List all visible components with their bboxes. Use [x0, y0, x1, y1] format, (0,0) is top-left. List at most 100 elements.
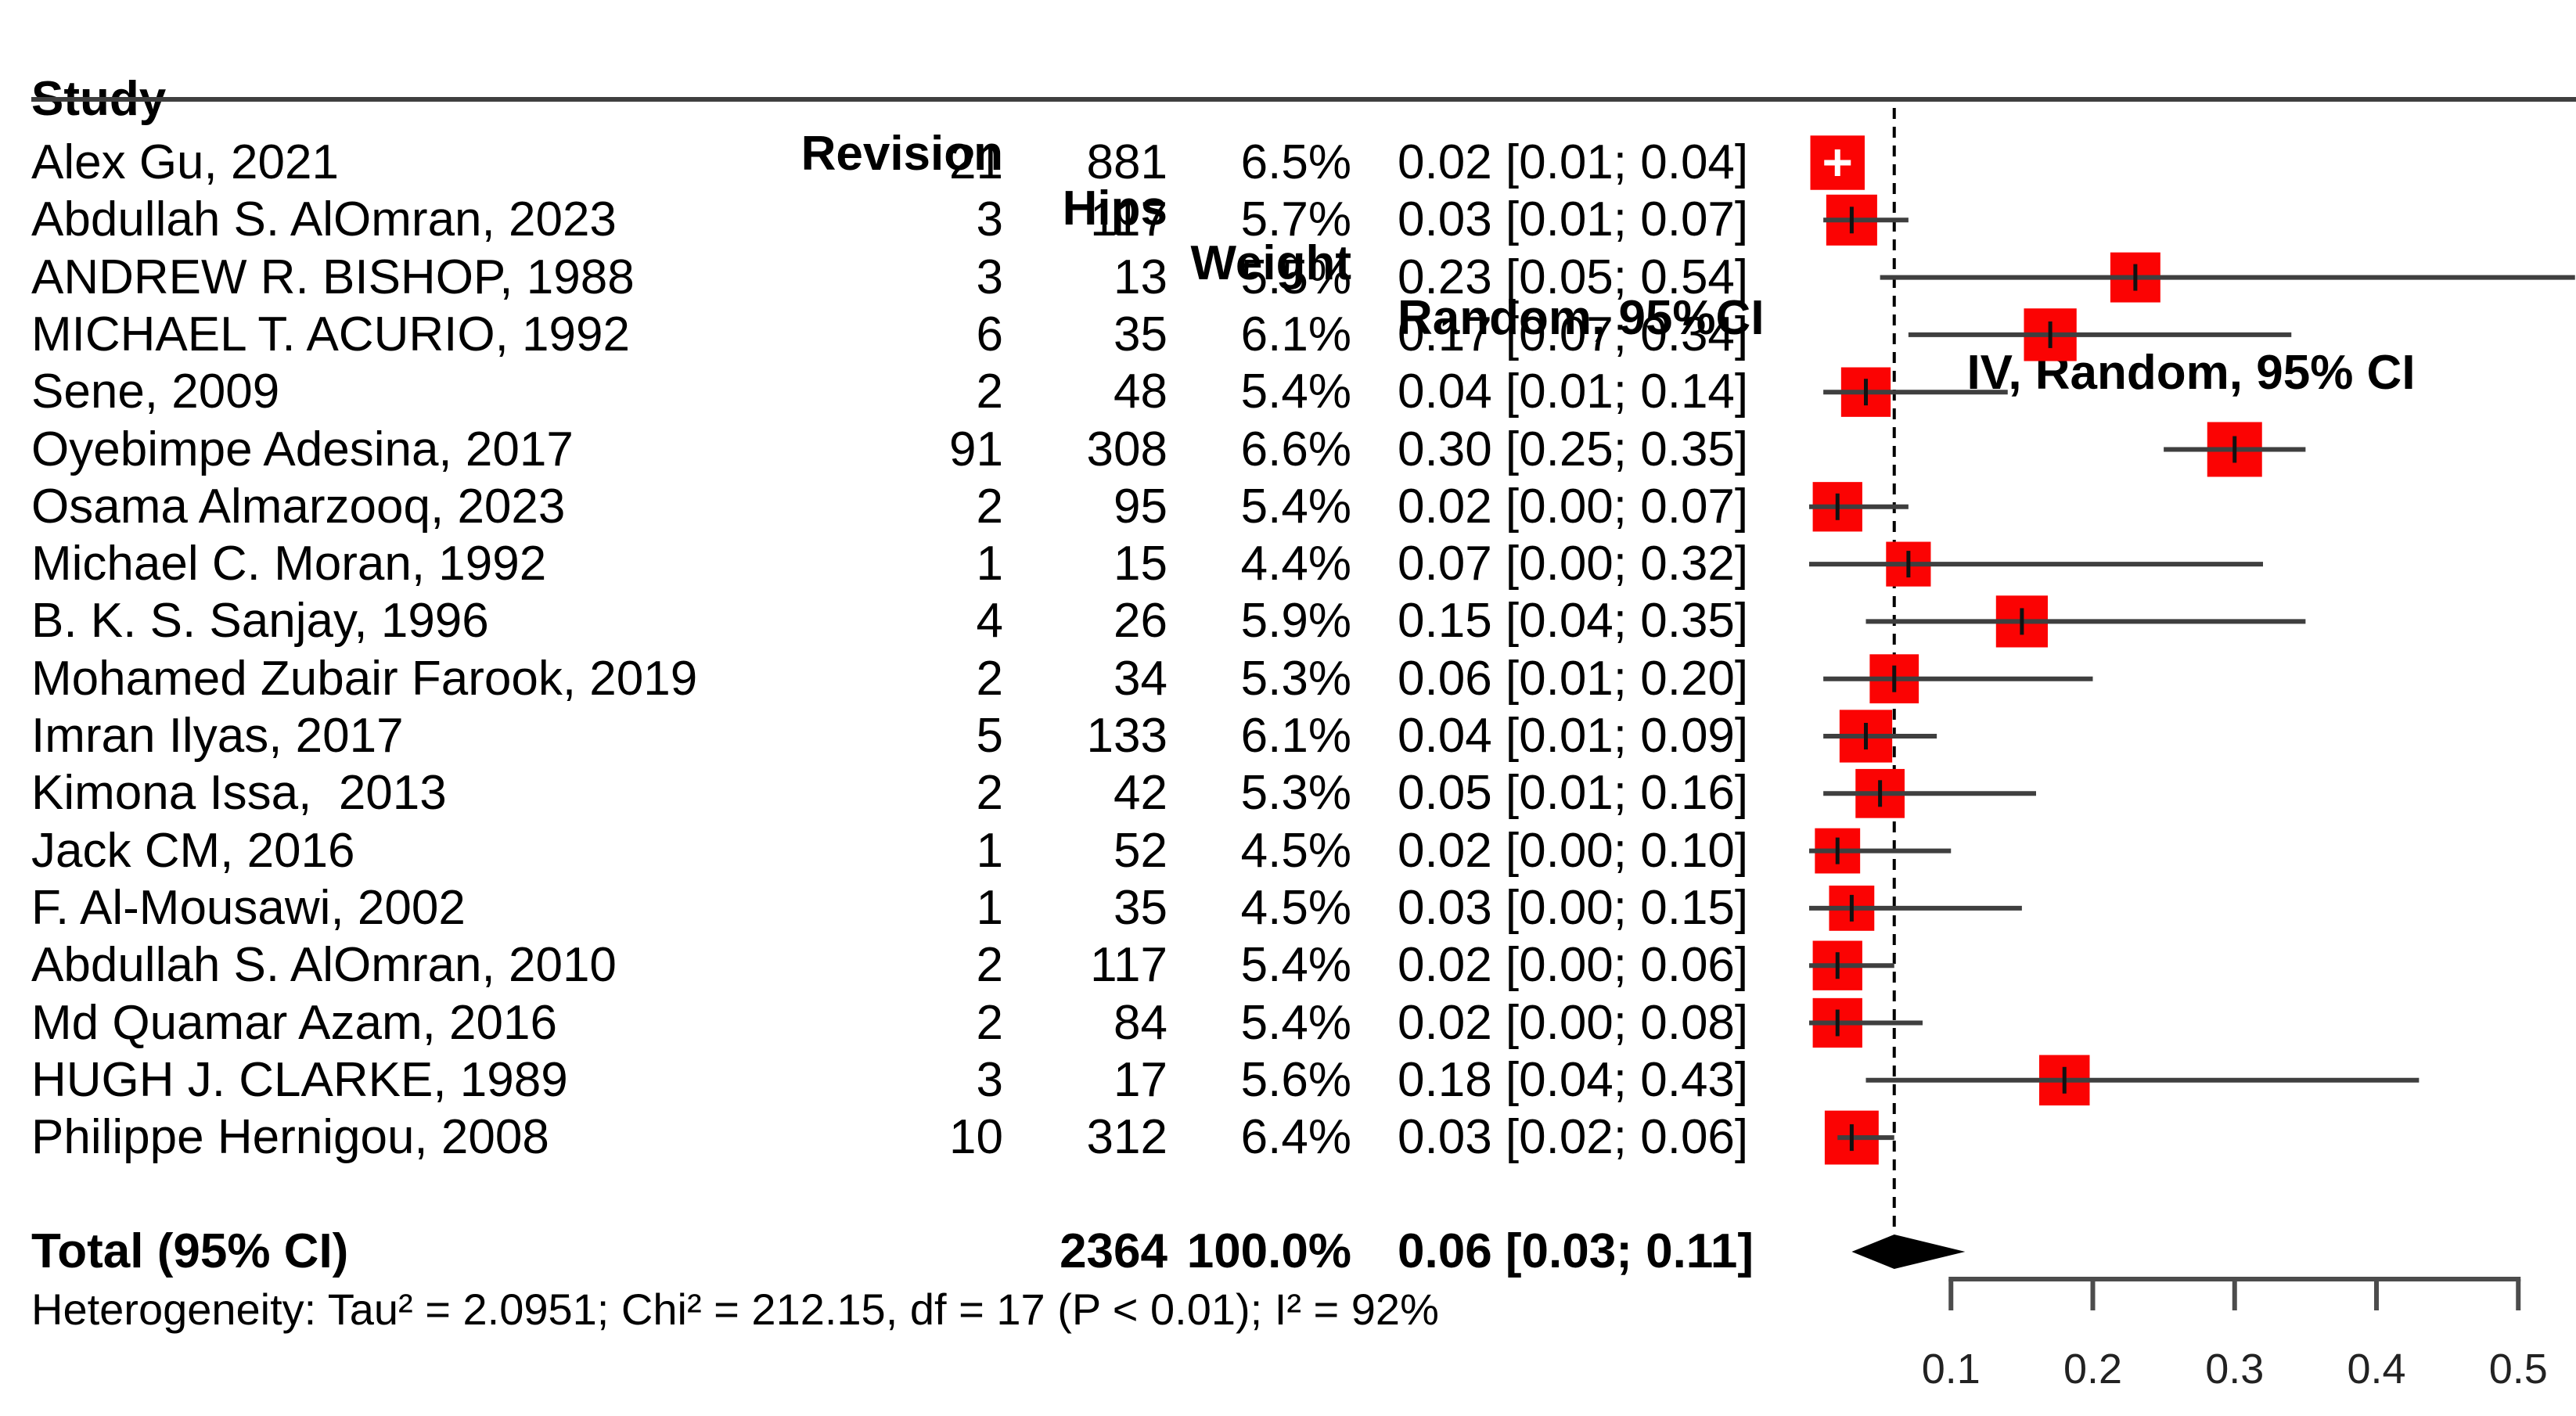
table-row: Philippe Hernigou, 2008 10 312 6.4% 0.03 [0.…	[0, 1109, 2576, 1166]
total-row: Total (95% CI) 2364 100.0% 0.06 [0.03; 0…	[0, 1223, 2576, 1281]
point-estimate-tick	[1835, 837, 1840, 864]
study-name: Abdullah S. AlOmran, 2010	[31, 938, 617, 993]
hips-count: 133	[1086, 709, 1167, 763]
study-name: ANDREW R. BISHOP, 1988	[31, 250, 635, 304]
point-estimate-plus-v	[1834, 149, 1840, 176]
estimate-ci: 0.02 [0.00; 0.06]	[1398, 938, 1749, 993]
weight-percent: 4.5%	[1240, 823, 1351, 878]
study-name: Oyebimpe Adesina, 2017	[31, 422, 574, 476]
table-row: MICHAEL T. ACURIO, 1992 6 35 6.1% 0.17 [0.07…	[0, 306, 2576, 364]
study-name: Abdullah S. AlOmran, 2023	[31, 192, 617, 247]
point-estimate-tick	[1864, 723, 1868, 749]
hips-count: 881	[1086, 135, 1167, 189]
hips-count: 48	[1114, 365, 1167, 419]
study-name: Philippe Hernigou, 2008	[31, 1110, 549, 1165]
point-estimate-tick	[2062, 1066, 2067, 1094]
heterogeneity-stats: Heterogeneity: Tau² = 2.0951; Chi² = 212…	[31, 1285, 1439, 1334]
estimate-ci: 0.05 [0.01; 0.16]	[1398, 766, 1749, 821]
weight-percent: 5.9%	[1240, 594, 1351, 649]
weight-percent: 6.5%	[1240, 135, 1351, 189]
revision-count: 2	[976, 766, 1003, 821]
revision-count: 2	[976, 365, 1003, 419]
point-estimate-tick	[2048, 321, 2053, 348]
estimate-ci: 0.06 [0.01; 0.20]	[1398, 651, 1749, 706]
revision-count: 3	[976, 192, 1003, 247]
study-name: F. Al-Mousawi, 2002	[31, 880, 466, 935]
revision-count: 91	[949, 422, 1003, 476]
header-revision: Revision	[801, 127, 1003, 181]
weight-percent: 6.6%	[1240, 422, 1351, 476]
estimate-ci: 0.03 [0.02; 0.06]	[1398, 1110, 1749, 1165]
weight-percent: 5.5%	[1240, 250, 1351, 304]
table-row: Osama Almarzooq, 2023 2 95 5.4% 0.02 [0.00; …	[0, 478, 2576, 536]
revision-count: 3	[976, 250, 1003, 304]
hips-count: 35	[1114, 880, 1167, 935]
point-estimate-tick	[1849, 1124, 1854, 1152]
point-estimate-tick	[1878, 780, 1883, 807]
hips-count: 13	[1114, 250, 1167, 304]
table-row: Alex Gu, 2021 21 881 6.5% 0.02 [0.01; 0.04]	[0, 134, 2576, 192]
header-random-ci: Random, 95%CI	[1398, 291, 1765, 345]
hips-count: 52	[1114, 823, 1167, 878]
revision-count: 21	[949, 135, 1003, 189]
x-axis-tick-label: 0.3	[2205, 1346, 2264, 1393]
hips-count: 95	[1114, 479, 1167, 534]
weight-percent: 5.4%	[1240, 995, 1351, 1050]
hips-count: 42	[1114, 766, 1167, 821]
estimate-ci: 0.23 [0.05; 0.54]	[1398, 250, 1749, 304]
hips-count: 84	[1114, 995, 1167, 1050]
point-estimate-tick	[1835, 1009, 1840, 1037]
table-row: HUGH J. CLARKE, 1989 3 17 5.6% 0.18 [0.04; 0…	[0, 1051, 2576, 1109]
study-name: Alex Gu, 2021	[31, 135, 339, 189]
table-row: Mohamed Zubair Farook, 2019 2 34 5.3% 0.06 […	[0, 650, 2576, 708]
revision-count: 2	[976, 479, 1003, 534]
estimate-ci: 0.02 [0.00; 0.07]	[1398, 479, 1749, 534]
table-row: B. K. S. Sanjay, 1996 4 26 5.9% 0.15 [0.04; …	[0, 592, 2576, 650]
estimate-ci: 0.02 [0.00; 0.08]	[1398, 995, 1749, 1050]
weight-percent: 5.3%	[1240, 651, 1351, 706]
estimate-ci: 0.03 [0.00; 0.15]	[1398, 880, 1749, 935]
x-axis-tick-label: 0.2	[2063, 1346, 2122, 1393]
revision-count: 6	[976, 307, 1003, 361]
header-divider-rule	[31, 97, 2576, 102]
hips-count: 312	[1086, 1110, 1167, 1165]
revision-count: 4	[976, 594, 1003, 649]
hips-count: 34	[1114, 651, 1167, 706]
estimate-ci: 0.17 [0.07; 0.34]	[1398, 307, 1749, 361]
revision-count: 2	[976, 995, 1003, 1050]
total-hips: 2364	[1060, 1224, 1167, 1278]
study-name: Imran Ilyas, 2017	[31, 709, 404, 763]
revision-count: 3	[976, 1052, 1003, 1107]
header-weight: Weight	[1190, 236, 1352, 290]
table-row: Md Quamar Azam, 2016 2 84 5.4% 0.02 [0.00; 0…	[0, 994, 2576, 1052]
study-name: Michael C. Moran, 1992	[31, 537, 547, 591]
table-row: Abdullah S. AlOmran, 2023 3 117 5.7% 0.03 [0…	[0, 191, 2576, 249]
table-row: Abdullah S. AlOmran, 2010 2 117 5.4% 0.02 [0…	[0, 936, 2576, 994]
weight-percent: 5.7%	[1240, 192, 1351, 247]
weight-percent: 5.4%	[1240, 365, 1351, 419]
weight-percent: 4.5%	[1240, 880, 1351, 935]
revision-count: 2	[976, 651, 1003, 706]
total-weight: 100.0%	[1186, 1224, 1351, 1278]
revision-count: 1	[976, 880, 1003, 935]
weight-percent: 6.1%	[1240, 709, 1351, 763]
header-hips: Hips	[1062, 181, 1167, 235]
revision-count: 1	[976, 823, 1003, 878]
table-row: F. Al-Mousawi, 2002 1 35 4.5% 0.03 [0.00; 0.…	[0, 879, 2576, 937]
revision-count: 2	[976, 938, 1003, 993]
x-axis-tick-label: 0.5	[2489, 1346, 2548, 1393]
point-estimate-tick	[1849, 207, 1854, 234]
weight-percent: 5.4%	[1240, 479, 1351, 534]
x-axis-tick-label: 0.4	[2347, 1346, 2405, 1393]
estimate-ci: 0.04 [0.01; 0.09]	[1398, 709, 1749, 763]
study-name: HUGH J. CLARKE, 1989	[31, 1052, 568, 1107]
table-row: Imran Ilyas, 2017 5 133 6.1% 0.04 [0.01; 0.0…	[0, 707, 2576, 765]
table-row: Kimona Issa, 2013 2 42 5.3% 0.05 [0.01; 0.16…	[0, 764, 2576, 822]
table-row: Michael C. Moran, 1992 1 15 4.4% 0.07 [0.00;…	[0, 535, 2576, 593]
point-estimate-tick	[2020, 608, 2024, 635]
hips-count: 117	[1090, 192, 1167, 247]
study-name: B. K. S. Sanjay, 1996	[31, 594, 489, 649]
revision-count: 1	[976, 537, 1003, 591]
